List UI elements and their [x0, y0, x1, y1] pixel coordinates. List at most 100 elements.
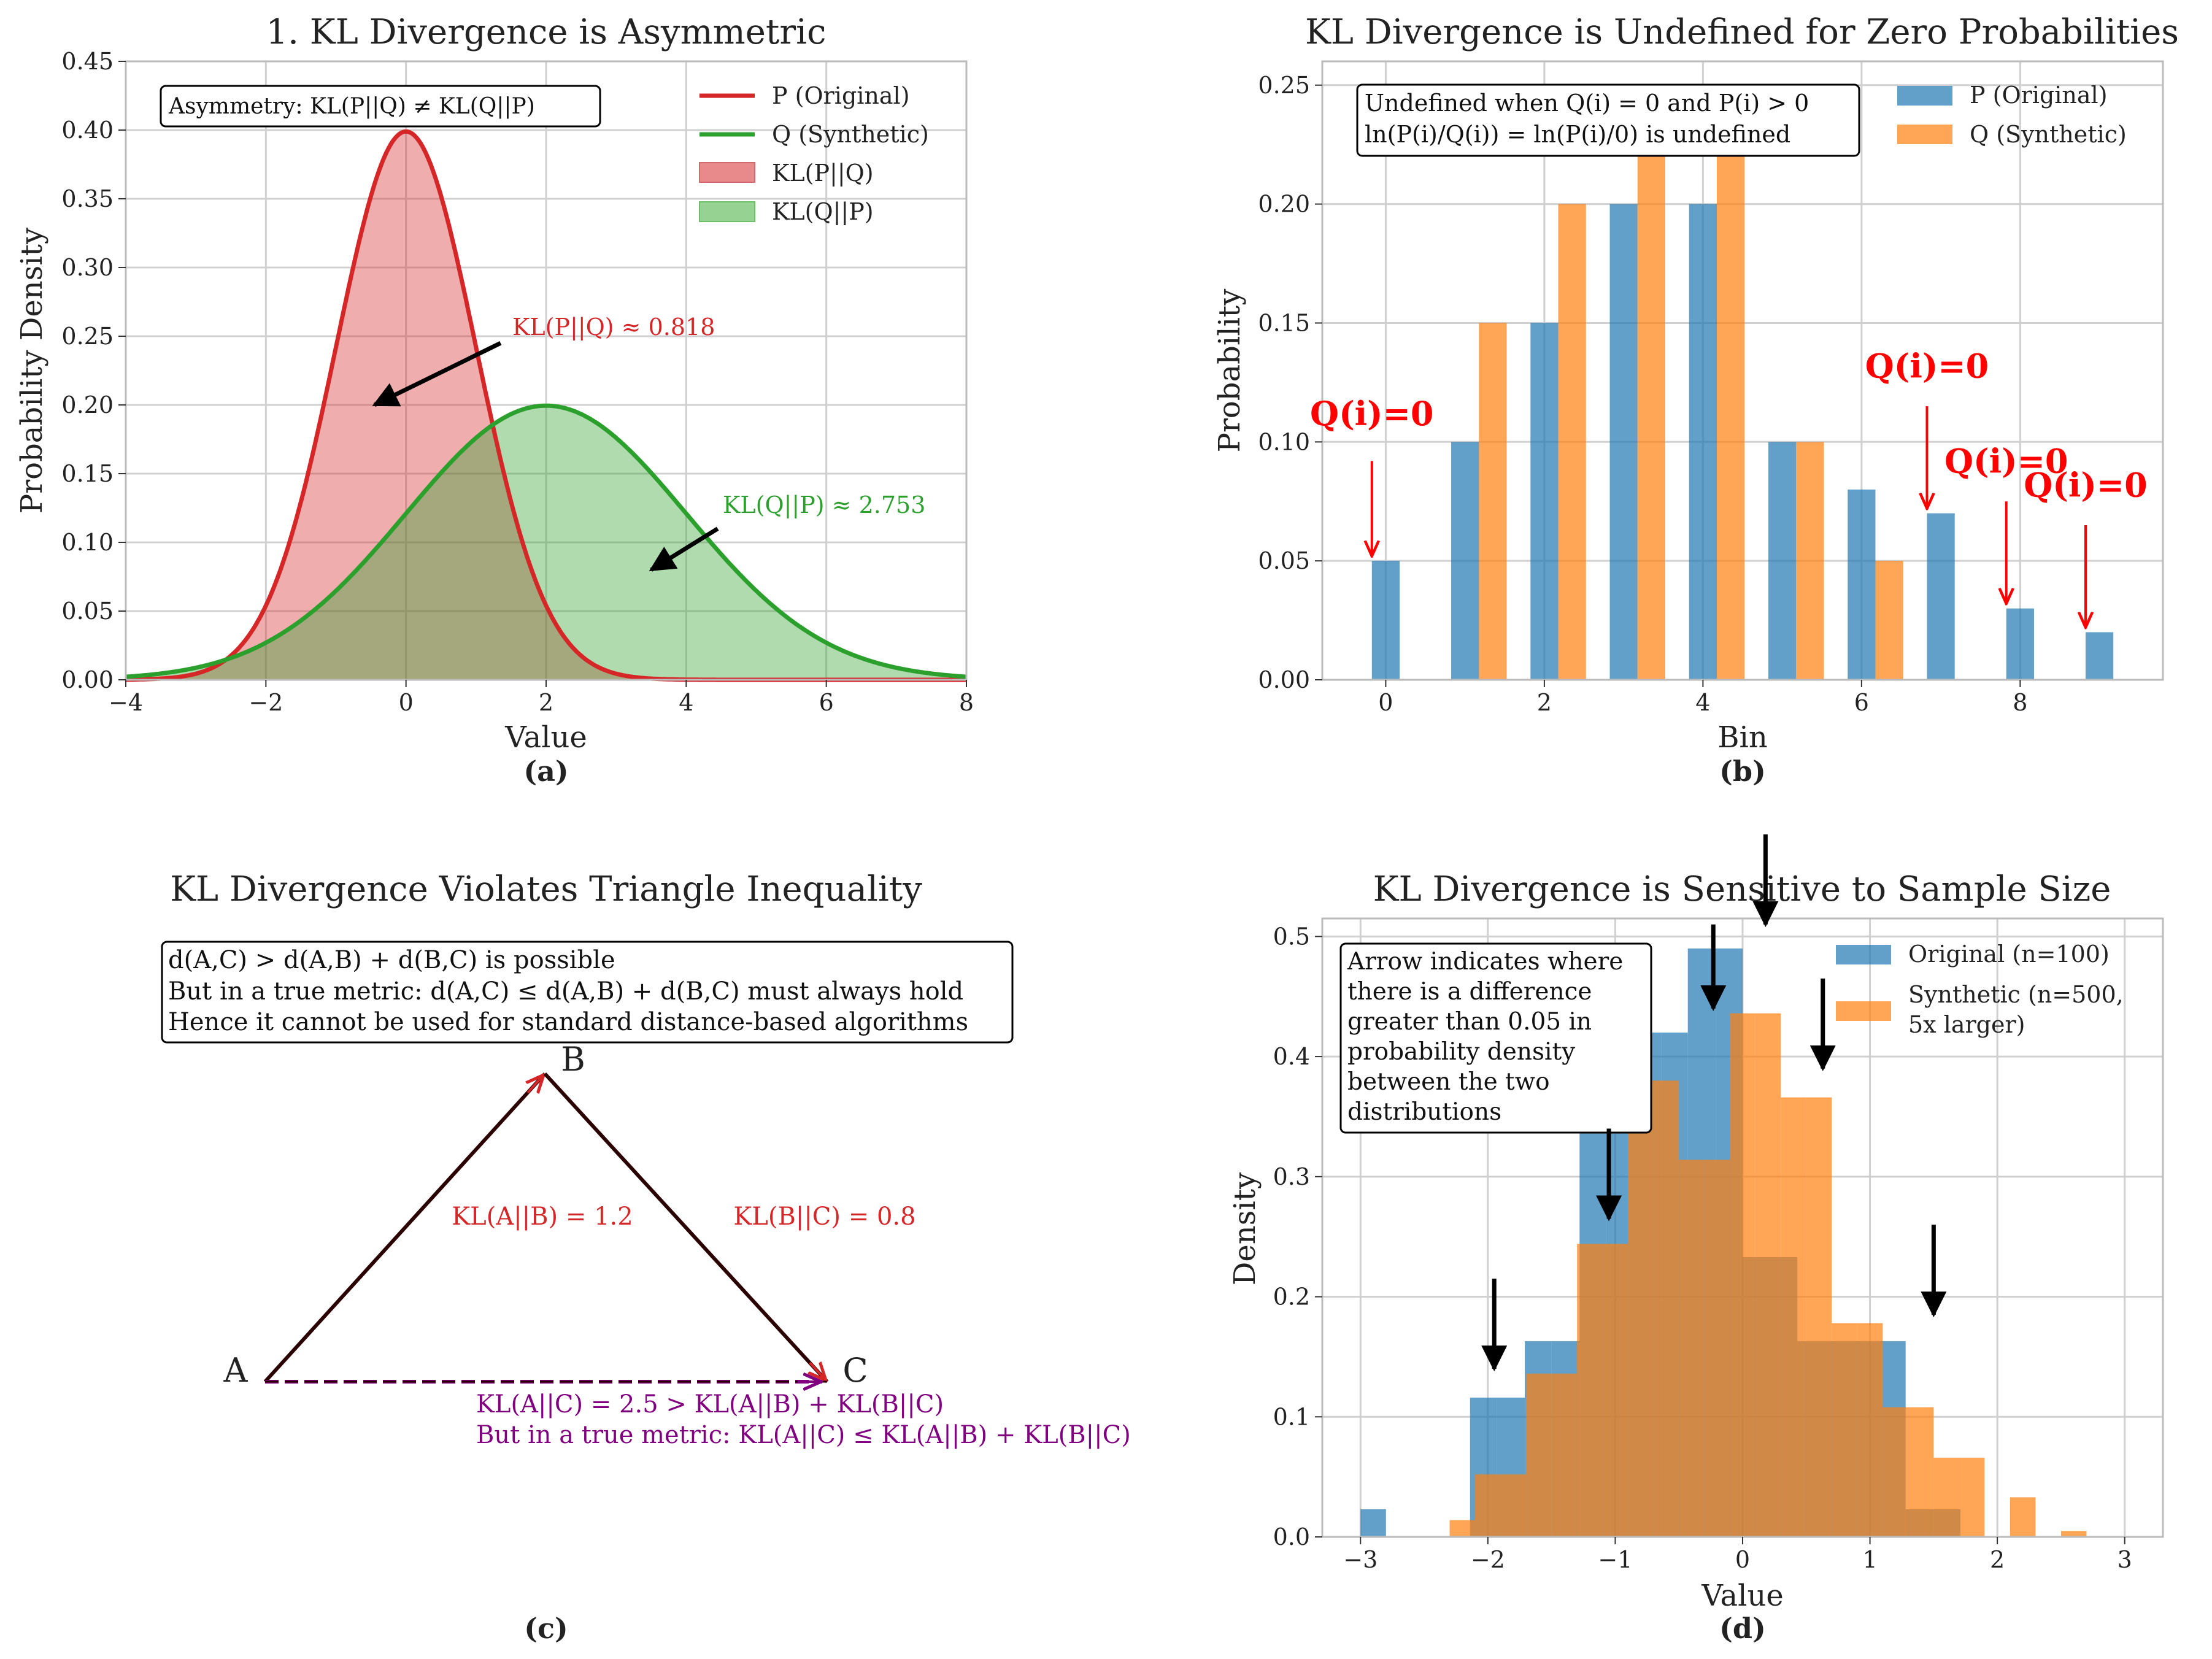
bar-q-synthetic: [1637, 85, 1665, 680]
legend-d-original-swatch: [1836, 945, 1891, 964]
x-tick-label: −4: [109, 689, 143, 716]
hist-bar-synthetic: [1475, 1474, 1501, 1537]
zero-label: Q(i)=0: [1944, 442, 2068, 481]
panel-c-caption: (c): [524, 1612, 568, 1645]
hist-bar-synthetic: [1857, 1323, 1883, 1537]
hist-bar-synthetic: [1526, 1373, 1552, 1537]
legend-b-p-swatch: [1897, 86, 1952, 106]
panel-b-ticks: 0 2 4 6 8 0.00 0.05 0.10 0.15 0.20 0.25: [1258, 72, 2027, 716]
hist-bar-synthetic: [1500, 1474, 1527, 1537]
hist-bar-synthetic: [1730, 1013, 1755, 1537]
hist-bar-synthetic: [1577, 1244, 1603, 1537]
panel-c-metric-note: But in a true metric: KL(A||C) ≤ KL(A||B…: [476, 1421, 1131, 1449]
panel-b-info-box: Undefined when Q(i) = 0 and P(i) > 0 ln(…: [1356, 83, 1860, 157]
legend-klqp-label: KL(Q||P): [772, 198, 874, 225]
y-tick-label: 0.40: [61, 117, 114, 144]
panel-b-legend: P (Original) Q (Synthetic): [1897, 82, 2127, 148]
panel-d-difference-arrows: [1481, 834, 1947, 1372]
hist-bar-synthetic: [1653, 1080, 1679, 1537]
annotation-kl-pq: KL(P||Q) ≈ 0.818: [512, 314, 715, 341]
y-tick-label: 0.25: [61, 323, 114, 350]
y-tick-label: 0.5: [1273, 923, 1310, 950]
panel-d-xlabel: Value: [1701, 1579, 1784, 1613]
legend-q-label: Q (Synthetic): [772, 121, 929, 148]
y-tick-label: 0.15: [61, 460, 114, 487]
annotation-arrow-1: [372, 341, 502, 407]
bar-p-original: [1848, 489, 1876, 680]
panel-a-ticks: −4 −2 0 2 4 6 8 0.00 0.05 0.10 0.15 0.20 0.25 0.30 0.3…: [61, 48, 974, 716]
panel-b-axes-frame: [1321, 60, 2164, 681]
y-tick-label: 0.05: [1258, 547, 1310, 574]
bar-p-original: [2006, 608, 2034, 680]
node-b-label: B: [561, 1040, 585, 1079]
x-tick-label: −2: [249, 689, 283, 716]
legend-d-synthetic-label-2: 5x larger): [1908, 1011, 2025, 1038]
legend-b-q-swatch: [1897, 125, 1952, 144]
panel-a-kl-asymmetric: 1. KL Divergence is Asymmetric −4 −2 0 2 4 6 8…: [15, 12, 974, 788]
hist-bar-synthetic: [2010, 1497, 2036, 1537]
node-a-label: A: [223, 1351, 249, 1390]
y-tick-label: 0.1: [1273, 1403, 1310, 1430]
hist-bar-synthetic: [1781, 1097, 1806, 1537]
panel-a-ylabel: Probability Density: [15, 228, 49, 514]
bar-q-synthetic: [1716, 85, 1745, 680]
bar-q-synthetic: [1558, 204, 1586, 680]
legend-d-original-label: Original (n=100): [1908, 941, 2110, 968]
edge-a-b-label: KL(A||B) = 1.2: [452, 1203, 633, 1231]
panel-b-info-line-1: Undefined when Q(i) = 0 and P(i) > 0: [1365, 90, 1809, 117]
y-tick-label: 0.45: [61, 48, 114, 75]
x-tick-label: −1: [1598, 1546, 1632, 1573]
edge-a-b: [263, 1072, 547, 1384]
panel-b-title: KL Divergence is Undefined for Zero Prob…: [1305, 12, 2179, 52]
bar-p-original: [1530, 323, 1559, 680]
hist-bar-original: [1360, 1509, 1386, 1537]
y-tick-label: 0.0: [1273, 1523, 1310, 1550]
x-tick-label: 2: [1990, 1546, 2005, 1573]
bar-p-original: [1768, 442, 1797, 680]
y-tick-label: 0.4: [1273, 1043, 1310, 1070]
x-tick-label: 6: [819, 689, 834, 716]
bar-p-original: [1451, 442, 1479, 680]
x-tick-label: 4: [679, 689, 693, 716]
panel-c-info-box: d(A,C) > d(A,B) + d(B,C) is possible But…: [161, 941, 1014, 1044]
x-tick-label: 6: [1854, 689, 1869, 716]
panel-d-info-line-3: greater than 0.05 in: [1347, 1008, 1592, 1036]
y-tick-label: 0.05: [61, 598, 114, 625]
panel-a-legend: P (Original) Q (Synthetic) KL(P||Q) KL(Q…: [699, 82, 929, 225]
y-tick-label: 0.2: [1273, 1284, 1310, 1311]
kl-qp-area: [126, 406, 966, 680]
hist-bar-synthetic: [1933, 1457, 1959, 1537]
hist-bar-synthetic: [1628, 1080, 1654, 1537]
panel-b-xlabel: Bin: [1717, 720, 1768, 755]
panel-a-xlabel: Value: [504, 720, 587, 755]
hist-bar-synthetic: [1908, 1407, 1934, 1537]
bar-p-original: [1927, 513, 1955, 680]
legend-d-synthetic-swatch: [1836, 1001, 1891, 1021]
panel-d-info-line-6: distributions: [1347, 1098, 1501, 1126]
bar-p-original: [2085, 632, 2114, 680]
kl-pq-area: [126, 131, 966, 680]
panel-d-info-line-1: Arrow indicates where: [1347, 948, 1623, 976]
bar-p-original: [1371, 561, 1400, 680]
q-synthetic-curve: [125, 403, 967, 679]
bar-p-original: [1689, 204, 1717, 680]
panel-d-sample-size: KL Divergence is Sensitive to Sample Siz…: [1228, 834, 2164, 1645]
hist-bar-synthetic: [1883, 1407, 1908, 1537]
panel-a-info-box: Asymmetry: KL(P||Q) ≠ KL(Q||P): [160, 85, 601, 128]
hist-bar-synthetic: [2060, 1531, 2087, 1537]
edge-a-c-label: KL(A||C) = 2.5 > KL(A||B) + KL(B||C): [476, 1390, 944, 1418]
y-tick-label: 0.10: [61, 529, 114, 556]
y-tick-label: 0.10: [1258, 428, 1310, 455]
panel-d-info-line-2: there is a difference: [1347, 978, 1592, 1006]
zero-label: Q(i)=0: [2024, 465, 2147, 504]
panel-c-info-line-3: Hence it cannot be used for standard dis…: [168, 1008, 968, 1036]
edge-b-c-label: KL(B||C) = 0.8: [733, 1203, 915, 1231]
x-tick-label: −3: [1343, 1546, 1378, 1573]
panel-d-legend: Original (n=100) Synthetic (n=500, 5x la…: [1836, 941, 2124, 1038]
bar-q-synthetic: [1479, 323, 1507, 680]
legend-klqp-swatch: [699, 201, 755, 222]
panel-d-title: KL Divergence is Sensitive to Sample Siz…: [1373, 869, 2111, 909]
panel-d-ticks: −3 −2 −1 0 1 2 3 0.0 0.1 0.2 0.3 0.4 0.5: [1273, 923, 2132, 1573]
panel-a-info-text: Asymmetry: KL(P||Q) ≠ KL(Q||P): [168, 94, 535, 119]
